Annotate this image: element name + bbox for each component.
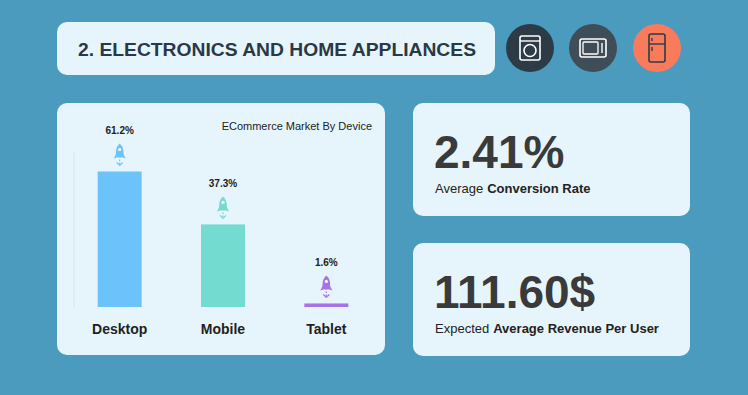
rocket-icon bbox=[320, 275, 332, 297]
icon-circle bbox=[569, 24, 617, 72]
icon-shape bbox=[649, 34, 665, 62]
icon-shape bbox=[524, 45, 536, 57]
stat-label-bold: Average Revenue Per User bbox=[493, 321, 659, 336]
fridge-icon bbox=[633, 24, 681, 72]
rocket-window bbox=[325, 280, 328, 283]
rocket-trail bbox=[326, 291, 327, 296]
stat-label-bold: Conversion Rate bbox=[487, 181, 590, 196]
rocket-fin bbox=[123, 152, 126, 158]
icon-shape bbox=[651, 47, 652, 51]
page: 2. ELECTRONICS AND HOME APPLIANCES EComme… bbox=[0, 0, 748, 395]
icon-shape bbox=[583, 42, 598, 54]
bar bbox=[98, 171, 142, 307]
icon-shape bbox=[601, 43, 602, 53]
page-title: 2. ELECTRONICS AND HOME APPLIANCES bbox=[78, 39, 476, 60]
rocket-window bbox=[118, 148, 121, 151]
washing-machine-icon bbox=[506, 24, 554, 72]
rocket-trail bbox=[119, 159, 120, 164]
stat-value: 111.60$ bbox=[434, 266, 595, 318]
category-label: Tablet bbox=[306, 321, 347, 337]
stat-value: 2.41% bbox=[434, 126, 564, 178]
stat-label: Average Conversion Rate bbox=[435, 181, 591, 196]
rocket-fin bbox=[226, 205, 229, 211]
rocket-arrow bbox=[117, 162, 123, 165]
icon-shape bbox=[520, 36, 540, 60]
background bbox=[0, 0, 748, 395]
stat-label-plain: Average bbox=[435, 181, 483, 196]
rocket-fin bbox=[329, 284, 332, 290]
microwave-icon bbox=[569, 24, 617, 72]
rocket-body bbox=[219, 196, 227, 210]
rocket-fin bbox=[217, 205, 220, 211]
rocket-arrow bbox=[323, 294, 329, 297]
bar bbox=[304, 303, 348, 307]
icon-shape bbox=[580, 39, 606, 57]
icon-shape bbox=[651, 38, 652, 41]
icon-shape bbox=[520, 40, 540, 41]
chart-title: ECommerce Market By Device bbox=[222, 120, 372, 132]
chart-card bbox=[57, 103, 385, 355]
icon-shape bbox=[649, 43, 665, 44]
icon-circle bbox=[506, 24, 554, 72]
category-label: Mobile bbox=[201, 321, 246, 337]
rocket-trail bbox=[222, 212, 223, 217]
stat-card bbox=[413, 243, 690, 356]
stat-label-plain: Expected bbox=[435, 321, 489, 336]
stat-card bbox=[413, 103, 690, 216]
rocket-fin bbox=[114, 152, 117, 158]
bar bbox=[201, 224, 245, 307]
category-label: Desktop bbox=[92, 321, 147, 337]
rocket-arrow bbox=[220, 215, 226, 218]
rocket-body bbox=[323, 275, 331, 289]
data-label: 61.2% bbox=[105, 125, 133, 136]
icon-circle bbox=[633, 24, 681, 72]
rocket-window bbox=[221, 201, 224, 204]
rocket-fin bbox=[320, 284, 323, 290]
data-label: 37.3% bbox=[209, 178, 237, 189]
rocket-body bbox=[116, 143, 124, 157]
bars bbox=[98, 171, 349, 307]
title-card bbox=[57, 22, 495, 75]
rocket-icon bbox=[217, 196, 229, 218]
data-label: 1.6% bbox=[315, 257, 338, 268]
y-axis-line bbox=[74, 152, 75, 307]
stat-label: Expected Average Revenue Per User bbox=[435, 321, 659, 336]
rocket-icon bbox=[114, 143, 126, 165]
